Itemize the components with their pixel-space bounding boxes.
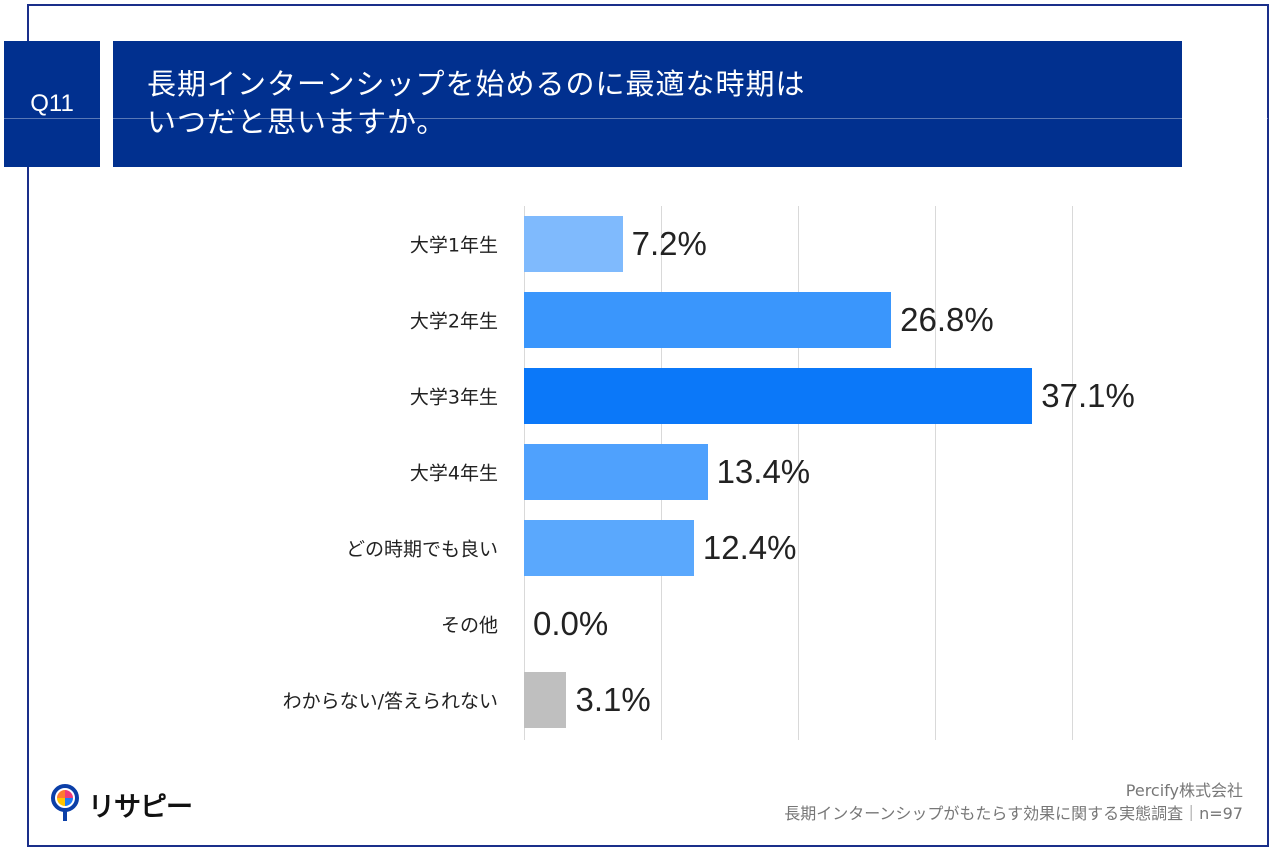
category-label: わからない/答えられない [282, 690, 498, 713]
bar [524, 520, 694, 576]
bar [524, 444, 708, 500]
bar [524, 672, 567, 728]
company-name: Percify株式会社 [1125, 781, 1243, 800]
question-number-badge: Q11 [4, 41, 100, 167]
value-label: 26.8% [900, 301, 994, 338]
gridline [935, 206, 936, 740]
category-label: どの時期でも良い [345, 538, 498, 561]
title-rule [4, 118, 1268, 119]
value-label: 7.2% [631, 225, 707, 262]
value-label: 37.1% [1041, 377, 1135, 414]
logo-text: リサピー [88, 791, 193, 823]
chart-title: 長期インターンシップを始めるのに最適な時期は いつだと思いますか。 [147, 67, 806, 139]
chart-frame [27, 4, 1269, 847]
gridline [798, 206, 799, 740]
title-banner: 長期インターンシップを始めるのに最適な時期は いつだと思いますか。 [113, 41, 1182, 167]
category-label: 大学2年生 [409, 310, 498, 333]
value-label: 12.4% [702, 529, 797, 566]
category-label: 大学4年生 [409, 462, 498, 485]
brand-logo: リサピー [50, 783, 193, 825]
gridline [1072, 206, 1073, 740]
value-label: 13.4% [716, 453, 811, 490]
question-id: Q11 [30, 90, 74, 117]
category-label: その他 [440, 614, 498, 637]
bar [524, 216, 623, 272]
survey-name: 長期インターンシップがもたらす効果に関する実態調査｜n=97 [784, 804, 1243, 823]
lightbulb-logo-icon [51, 784, 79, 821]
bar [524, 292, 892, 348]
value-label: 3.1% [575, 681, 651, 718]
category-label: 大学1年生 [409, 234, 498, 257]
credit-block: Percify株式会社 長期インターンシップがもたらす効果に関する実態調査｜n=… [784, 779, 1243, 825]
value-label: 0.0% [533, 605, 609, 642]
bar [524, 368, 1033, 424]
category-label: 大学3年生 [409, 386, 498, 409]
